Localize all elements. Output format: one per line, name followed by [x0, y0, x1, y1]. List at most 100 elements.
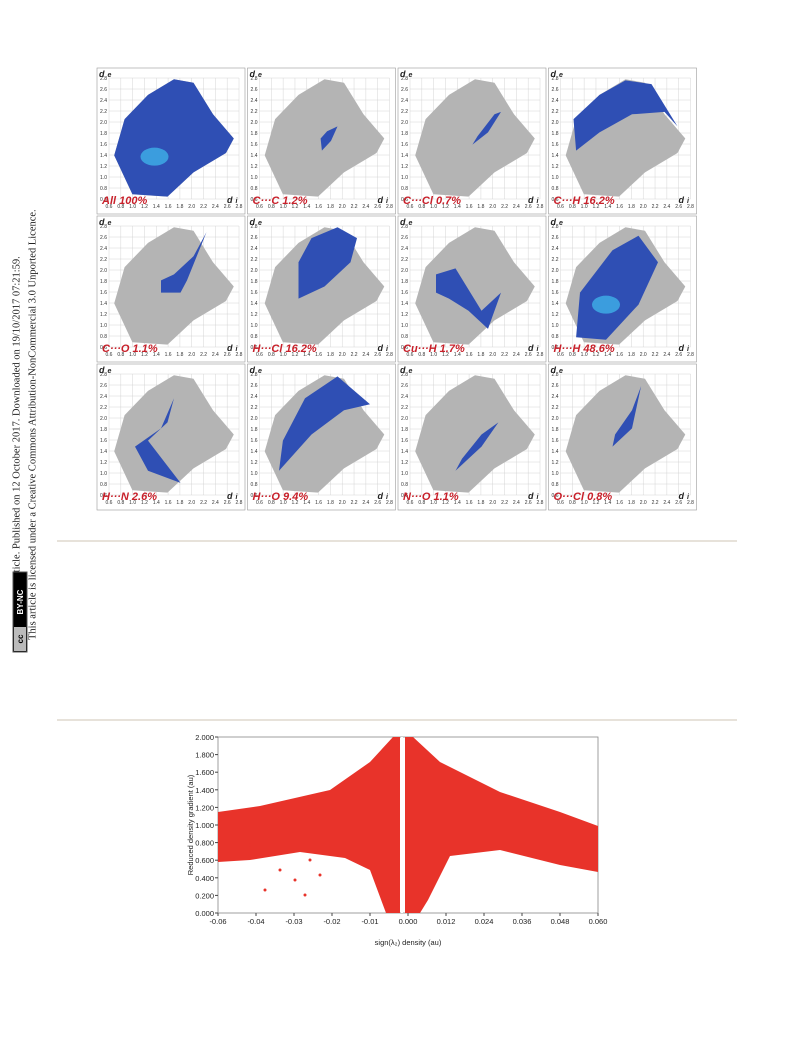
axis-label-sub: e [108, 220, 112, 227]
y-tick-label: 1.2 [552, 312, 559, 318]
y-tick-label: 1.400 [195, 786, 214, 795]
y-tick-label: 1.0 [251, 323, 258, 329]
y-tick-label: 0.8 [251, 186, 258, 192]
x-tick-label: 1.2 [592, 500, 599, 506]
axis-label-sub: e [409, 220, 413, 227]
y-tick-label: 1.6 [401, 438, 408, 444]
x-tick-label: 2.6 [675, 500, 682, 506]
blue-region [472, 111, 501, 145]
x-tick-label: 0.6 [256, 500, 263, 506]
y-tick-label: 1.8 [251, 131, 258, 137]
x-tick-label: 1.4 [153, 204, 160, 210]
y-tick-label: 1.0 [251, 175, 258, 181]
y-tick-label: 1.0 [552, 471, 559, 477]
x-tick-label: 1.4 [303, 352, 310, 358]
axis-label-sub: e [559, 72, 563, 79]
y-tick-label: 1.4 [401, 301, 408, 307]
x-tick-label: 2.4 [663, 204, 670, 210]
x-tick-label: 2.2 [652, 500, 659, 506]
y-tick-label: 2.4 [401, 246, 408, 252]
y-tick-label: 1.0 [100, 323, 107, 329]
blue-region [279, 376, 370, 471]
panel-label: Cu···H 1.7% [403, 343, 465, 355]
x-tick-label: 2.2 [200, 204, 207, 210]
y-tick-label: 1.8 [251, 427, 258, 433]
y-tick-label: 2.4 [401, 394, 408, 400]
x-tick-label: 0.6 [557, 500, 564, 506]
y-tick-label: 2.6 [552, 87, 559, 93]
y-tick-label: 2.4 [552, 394, 559, 400]
axis-label-main: d [99, 69, 105, 79]
y-tick-label: 2.2 [552, 257, 559, 263]
y-tick-label: 1.2 [251, 460, 258, 466]
x-tick-label: 1.2 [442, 500, 449, 506]
y-tick-label: 1.4 [552, 449, 559, 455]
y-tick-label: 2.8 [552, 372, 559, 378]
axis-label-main: d [551, 69, 557, 79]
x-tick-label: 1.8 [477, 352, 484, 358]
axis-label-sub: e [258, 368, 262, 375]
y-tick-label: 2.4 [552, 98, 559, 104]
axis-label-sub: e [108, 368, 112, 375]
y-tick-label: 1.8 [552, 131, 559, 137]
x-tick-label: 2.6 [224, 204, 231, 210]
x-tick-label: 2.0 [640, 500, 647, 506]
axis-label-main: d [227, 491, 233, 501]
x-tick-label: 1.2 [442, 204, 449, 210]
x-tick-label: 2.4 [513, 352, 520, 358]
x-tick-label: 1.8 [477, 204, 484, 210]
blue-region [573, 80, 678, 151]
panel-label: O···Cl 0.8% [554, 491, 613, 503]
y-tick-label: 0.6 [401, 345, 408, 351]
x-tick-label: 2.4 [663, 352, 670, 358]
y-tick-label: 2.6 [251, 87, 258, 93]
blue-region [320, 126, 338, 151]
y-tick-label: 1.6 [251, 438, 258, 444]
x-tick-label: 1.6 [466, 204, 473, 210]
panel-label: C···C 1.2% [253, 195, 308, 207]
y-tick-label: 2.2 [100, 405, 107, 411]
x-tick-label: 2.4 [663, 500, 670, 506]
x-tick-label: 1.0 [280, 500, 287, 506]
y-tick-label: 2.0 [251, 120, 258, 126]
y-tick-label: 0.6 [251, 197, 258, 203]
axis-label-sub: e [258, 220, 262, 227]
x-tick-label: -0.02 [323, 917, 340, 926]
x-tick-label: 1.6 [315, 352, 322, 358]
x-tick-label: 1.2 [291, 500, 298, 506]
y-tick-label: 2.0 [552, 416, 559, 422]
x-tick-label: 1.4 [604, 352, 611, 358]
y-tick-label: 1.6 [401, 142, 408, 148]
axis-label-sub: i [386, 198, 389, 205]
axis-label-main: d [250, 69, 256, 79]
x-tick-label: 2.2 [501, 352, 508, 358]
y-tick-label: 2.8 [100, 372, 107, 378]
axis-label-main: d [378, 491, 384, 501]
x-tick-label: 2.0 [489, 352, 496, 358]
x-tick-label: 1.6 [315, 500, 322, 506]
x-tick-label: 2.6 [525, 352, 532, 358]
y-tick-label: 1.2 [401, 164, 408, 170]
y-tick-label: 1.8 [100, 131, 107, 137]
y-tick-label: 0.8 [100, 482, 107, 488]
y-tick-label: 2.2 [552, 405, 559, 411]
y-tick-label: 1.6 [552, 142, 559, 148]
x-tick-label: 0.000 [399, 917, 418, 926]
y-tick-label: 2.6 [100, 235, 107, 241]
panel-label: C···Cl 0.7% [403, 195, 461, 207]
axis-label-sub: i [236, 198, 239, 205]
y-tick-label: 1.2 [552, 460, 559, 466]
fingerprint-panel: 2.8 2.6 2.4 2.2 2.0 1.8 1.6 1.4 1.2 1.0 0.8 0.60.6 0… [96, 215, 246, 363]
y-tick-label: 1.6 [100, 142, 107, 148]
x-tick-label: 2.4 [362, 204, 369, 210]
x-tick-label: 2.6 [675, 204, 682, 210]
y-tick-label: 0.6 [552, 345, 559, 351]
x-tick-label: 1.8 [327, 500, 334, 506]
x-tick-label: 1.6 [616, 352, 623, 358]
x-tick-label: 1.2 [291, 204, 298, 210]
